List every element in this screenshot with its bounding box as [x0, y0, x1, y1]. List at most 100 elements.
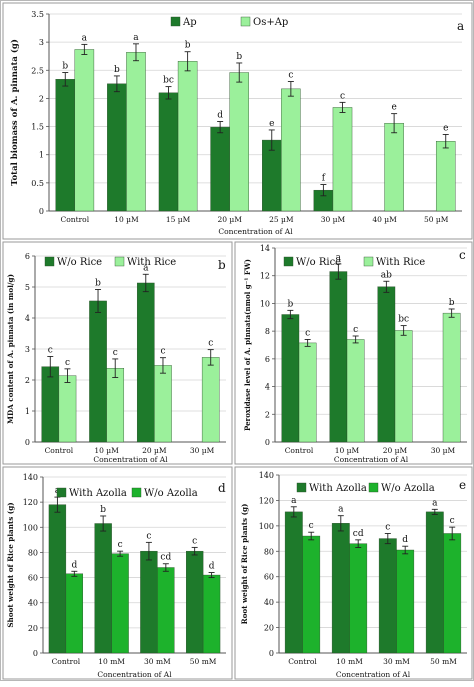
- y-axis-label: Peroxidase level of A. pinnata(nmol g⁻¹ …: [243, 259, 252, 431]
- significance-label: a: [133, 33, 139, 43]
- legend-swatch: [240, 16, 251, 27]
- y-tick-label: 80: [28, 548, 38, 557]
- panel-label: a: [457, 19, 464, 33]
- bar-ap: [158, 92, 179, 212]
- legend-label: W/o Rice: [57, 257, 102, 268]
- significance-label: ab: [381, 270, 392, 280]
- y-tick-label: 14: [260, 244, 270, 253]
- significance-label: cd: [353, 529, 364, 539]
- bar-with-rice: [106, 368, 125, 443]
- panel-frame-a: [2, 2, 473, 240]
- y-tick-label: 0: [39, 207, 44, 216]
- significance-label: a: [336, 253, 342, 263]
- bar-os-ap: [126, 52, 146, 212]
- bar-with-rice: [442, 312, 461, 443]
- x-tick-label: 25 µM: [269, 215, 294, 224]
- y-axis-label: Total biomass of A. pinnata (g): [9, 39, 20, 186]
- bar-os-ap: [74, 49, 95, 212]
- y-tick-label: 0: [269, 649, 274, 658]
- x-tick-label: 20 µM: [217, 215, 242, 224]
- significance-label: c: [450, 516, 455, 526]
- significance-label: c: [305, 328, 310, 338]
- x-tick-label: 50 mM: [190, 657, 217, 666]
- y-tick-label: 40: [28, 599, 38, 608]
- panel-frame-d: [2, 466, 233, 680]
- bar-with-azolla: [284, 511, 303, 654]
- legend-swatch: [363, 256, 374, 267]
- significance-label: f: [322, 174, 326, 184]
- panel-frame-e: [234, 466, 473, 680]
- y-axis-label: MDA content of A. pinnata (in mol/g): [6, 274, 15, 424]
- bar-w-o-azolla: [302, 535, 321, 654]
- significance-label: b: [62, 62, 68, 72]
- y-tick-label: 20: [28, 624, 38, 633]
- bar-ap: [55, 79, 76, 212]
- bar-os-ap: [229, 72, 249, 212]
- bar-w-o-azolla: [396, 549, 415, 654]
- legend-label: With Azolla: [309, 483, 367, 494]
- bar-with-azolla: [378, 538, 397, 654]
- significance-label: c: [65, 358, 70, 368]
- significance-label: c: [288, 71, 293, 81]
- y-tick-label: 80: [264, 547, 274, 556]
- legend-swatch: [56, 487, 67, 498]
- bar-with-azolla: [94, 523, 112, 654]
- significance-label: a: [338, 505, 344, 515]
- significance-label: c: [309, 521, 314, 531]
- significance-label: b: [287, 299, 293, 309]
- significance-label: d: [402, 535, 408, 545]
- y-tick-label: 2: [265, 410, 270, 419]
- y-tick-label: 1: [39, 151, 44, 160]
- bar-with-azolla: [425, 511, 444, 654]
- significance-label: c: [160, 347, 165, 357]
- significance-label: c: [146, 531, 151, 541]
- y-tick-label: 4: [25, 314, 30, 323]
- x-tick-label: 30 µM: [431, 446, 456, 455]
- y-tick-label: 8: [265, 327, 270, 336]
- y-tick-label: 2: [39, 94, 44, 103]
- legend-label: W/o Azolla: [381, 483, 435, 494]
- legend-label: With Rice: [376, 257, 425, 268]
- legend-label: W/o Rice: [296, 257, 341, 268]
- significance-label: c: [118, 540, 123, 550]
- significance-label: a: [143, 263, 149, 273]
- significance-label: e: [269, 119, 274, 129]
- significance-label: bc: [163, 76, 174, 86]
- bar-w-o-azolla: [157, 567, 175, 654]
- bar-with-rice: [346, 339, 365, 443]
- bar-os-ap: [384, 122, 404, 212]
- significance-label: b: [100, 505, 106, 515]
- significance-label: c: [192, 536, 197, 546]
- legend-label: Ap: [182, 17, 197, 28]
- x-axis-label: Concentration of Al: [336, 670, 411, 679]
- bar-with-azolla: [48, 504, 67, 654]
- bar-ap: [107, 83, 127, 212]
- significance-label: a: [82, 33, 88, 43]
- bar-os-ap: [177, 61, 198, 212]
- bar-ap: [210, 126, 230, 212]
- y-tick-label: 4: [265, 383, 270, 392]
- x-axis-label: Concentration of Al: [97, 670, 172, 679]
- bar-with-azolla: [140, 550, 158, 654]
- x-tick-label: 30 mM: [383, 657, 410, 666]
- x-tick-label: 10 µM: [94, 446, 119, 455]
- legend-label: Os+Ap: [253, 17, 288, 28]
- significance-label: a: [432, 498, 438, 508]
- x-tick-label: 10 µM: [114, 215, 139, 224]
- bar-os-ap: [435, 141, 456, 212]
- x-tick-label: 30 µM: [321, 215, 346, 224]
- significance-label: e: [443, 123, 448, 133]
- panel-label: b: [218, 258, 226, 272]
- legend-label: With Rice: [127, 257, 176, 268]
- bar-with-rice: [394, 330, 413, 443]
- y-tick-label: 1: [25, 407, 30, 416]
- bar-with-rice: [201, 357, 220, 443]
- y-tick-label: 2: [25, 376, 30, 385]
- y-tick-label: 3: [39, 38, 44, 47]
- bar-w-o-azolla: [202, 574, 221, 654]
- bar-w-o-rice: [281, 314, 300, 443]
- y-tick-label: 2.5: [31, 66, 44, 75]
- y-tick-label: 20: [264, 624, 274, 633]
